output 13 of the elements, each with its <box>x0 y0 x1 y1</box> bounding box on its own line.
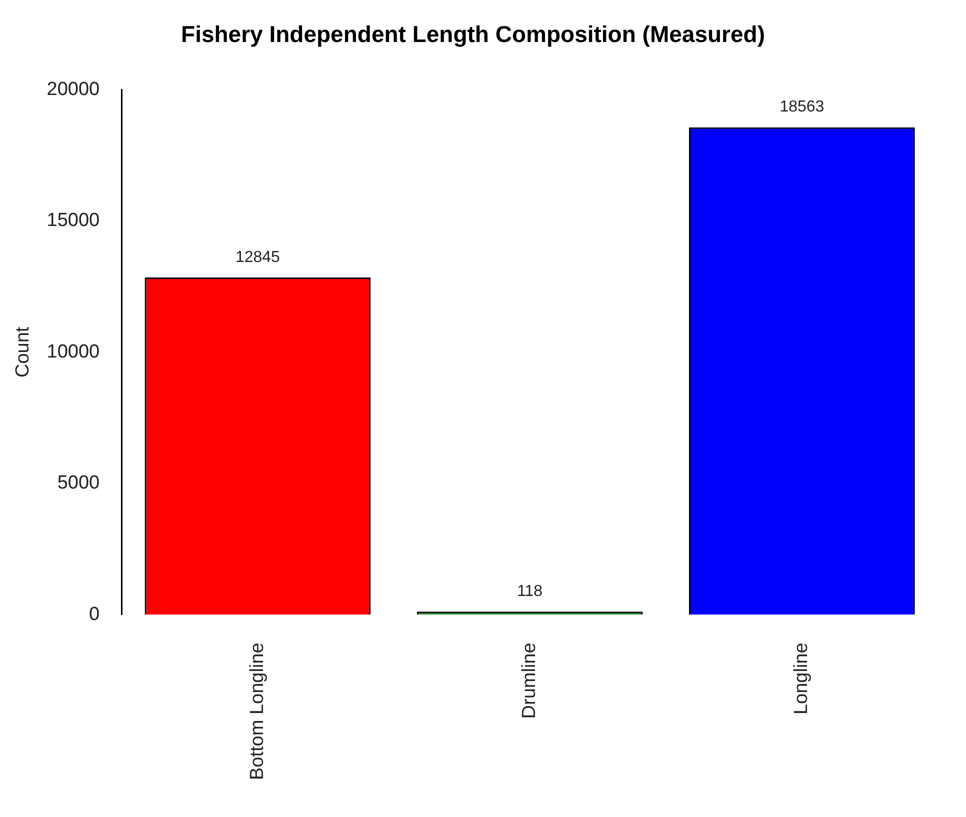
data-label: 118 <box>517 582 543 600</box>
y-tick-label: 20000 <box>46 78 100 100</box>
y-axis-title: Count <box>12 326 34 378</box>
y-tick-label: 5000 <box>57 472 100 494</box>
x-tick-label: Longline <box>791 642 812 715</box>
data-label: 18563 <box>780 98 824 116</box>
y-tick-label: 0 <box>89 604 100 625</box>
x-tick-label: Drumline <box>519 642 540 719</box>
data-label: 12845 <box>235 248 280 266</box>
y-tick-label: 15000 <box>46 210 100 232</box>
y-tick-label: 10000 <box>46 341 100 362</box>
x-tick-label: Bottom Longline <box>246 642 268 780</box>
chart-title: Fishery Independent Length Composition (Measured) <box>181 21 765 48</box>
